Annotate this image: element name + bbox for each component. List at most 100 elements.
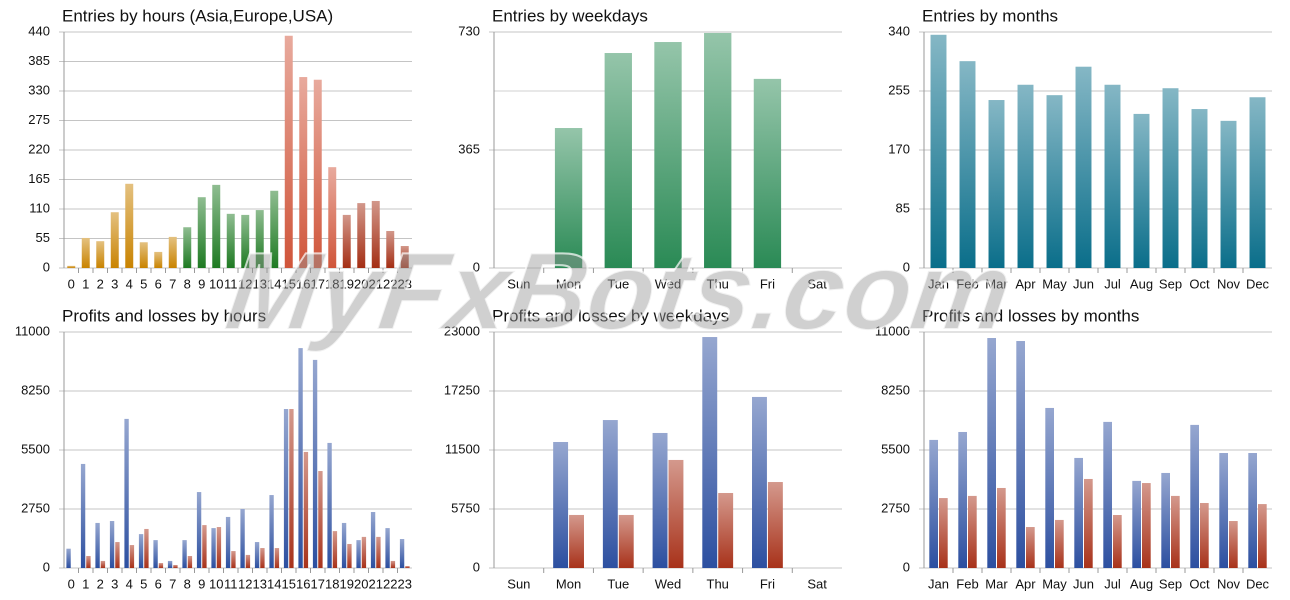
- y-tick-label: 385: [28, 53, 50, 68]
- bar: [240, 509, 245, 568]
- y-tick-label: 440: [28, 23, 50, 38]
- bar: [1200, 502, 1209, 568]
- y-tick-label: 0: [43, 259, 50, 274]
- bar: [752, 396, 767, 568]
- bar: [298, 348, 303, 568]
- y-tick-label: 165: [28, 171, 50, 186]
- bar: [767, 482, 783, 568]
- bar: [299, 77, 308, 269]
- bar: [399, 539, 405, 568]
- x-tick-label: 10: [209, 576, 223, 591]
- bar: [1162, 88, 1179, 268]
- x-tick-label: Dec: [1246, 576, 1270, 591]
- x-tick-label: 20: [354, 576, 368, 591]
- bar: [1191, 109, 1208, 268]
- bar: [318, 471, 323, 568]
- bar: [1248, 453, 1257, 568]
- y-tick-label: 255: [888, 82, 910, 97]
- x-tick-label: 18: [325, 276, 339, 291]
- x-tick-label: 19: [340, 276, 354, 291]
- chart-title: Profits and losses by hours: [62, 306, 266, 325]
- bar: [173, 564, 178, 568]
- x-tick-label: 9: [198, 576, 205, 591]
- y-tick-label: 0: [43, 559, 50, 574]
- x-tick-label: Aug: [1130, 576, 1153, 591]
- x-tick-label: Fri: [760, 276, 775, 291]
- bar: [182, 540, 187, 568]
- bar: [1046, 95, 1063, 268]
- bar: [153, 540, 158, 568]
- bar: [1074, 457, 1083, 568]
- bar: [96, 241, 105, 268]
- bar: [997, 487, 1006, 568]
- y-tick-label: 85: [896, 200, 910, 215]
- bar: [1104, 84, 1121, 269]
- bar: [1084, 478, 1093, 568]
- bar: [553, 441, 569, 568]
- x-tick-label: 9: [198, 276, 205, 291]
- bar: [1017, 84, 1034, 269]
- bar: [1219, 453, 1228, 568]
- bar: [1190, 424, 1199, 568]
- bar: [958, 431, 967, 568]
- bar: [197, 197, 206, 268]
- bar: [260, 548, 265, 568]
- x-tick-label: 21: [369, 576, 383, 591]
- bar: [652, 432, 668, 568]
- watermark: MyFxBots.com: [219, 231, 1018, 353]
- bar: [110, 212, 119, 268]
- x-tick-label: 14: [267, 576, 281, 591]
- y-tick-label: 55: [36, 230, 50, 245]
- bar: [95, 522, 100, 568]
- bar: [129, 545, 135, 568]
- bar: [1075, 66, 1092, 269]
- bar: [66, 548, 71, 568]
- bar: [361, 536, 367, 568]
- bar: [327, 442, 332, 568]
- x-tick-label: 12: [238, 576, 252, 591]
- bar: [405, 566, 410, 568]
- y-tick-label: 8250: [881, 382, 910, 397]
- bar: [1229, 521, 1238, 568]
- x-tick-label: 3: [111, 276, 118, 291]
- x-tick-label: Jan: [928, 576, 949, 591]
- x-tick-label: 11: [224, 276, 238, 291]
- x-tick-label: Sep: [1159, 276, 1182, 291]
- x-tick-label: 6: [155, 576, 162, 591]
- x-tick-label: 13: [253, 276, 267, 291]
- bar: [753, 78, 782, 268]
- bar: [371, 200, 380, 268]
- x-tick-label: 4: [126, 576, 133, 591]
- y-tick-label: 0: [473, 559, 480, 574]
- y-tick-label: 365: [458, 141, 480, 156]
- bar: [939, 498, 948, 568]
- x-tick-label: 19: [340, 576, 354, 591]
- x-tick-label: 3: [111, 576, 118, 591]
- x-tick-label: Feb: [956, 576, 978, 591]
- y-tick-label: 23000: [444, 323, 480, 338]
- bar: [86, 555, 91, 568]
- bar: [968, 495, 977, 568]
- x-tick-label: Jul: [1104, 276, 1121, 291]
- bar: [283, 409, 289, 568]
- x-tick-label: Sun: [507, 576, 530, 591]
- bar: [125, 183, 134, 268]
- x-tick-label: 0: [68, 276, 75, 291]
- y-tick-label: 220: [28, 141, 50, 156]
- x-tick-label: Oct: [1189, 276, 1210, 291]
- x-tick-label: 22: [383, 276, 397, 291]
- bar: [929, 439, 938, 568]
- y-tick-label: 11000: [15, 323, 50, 338]
- x-tick-label: 7: [169, 276, 176, 291]
- bar: [959, 61, 976, 269]
- x-tick-label: Wed: [655, 576, 682, 591]
- chart-title: Entries by months: [922, 6, 1058, 25]
- y-tick-label: 5750: [451, 500, 480, 515]
- bar: [1249, 97, 1266, 268]
- bar: [988, 100, 1005, 268]
- x-tick-label: Fri: [760, 576, 775, 591]
- bar: [668, 459, 684, 568]
- y-tick-label: 2750: [21, 500, 50, 515]
- bar: [342, 214, 351, 268]
